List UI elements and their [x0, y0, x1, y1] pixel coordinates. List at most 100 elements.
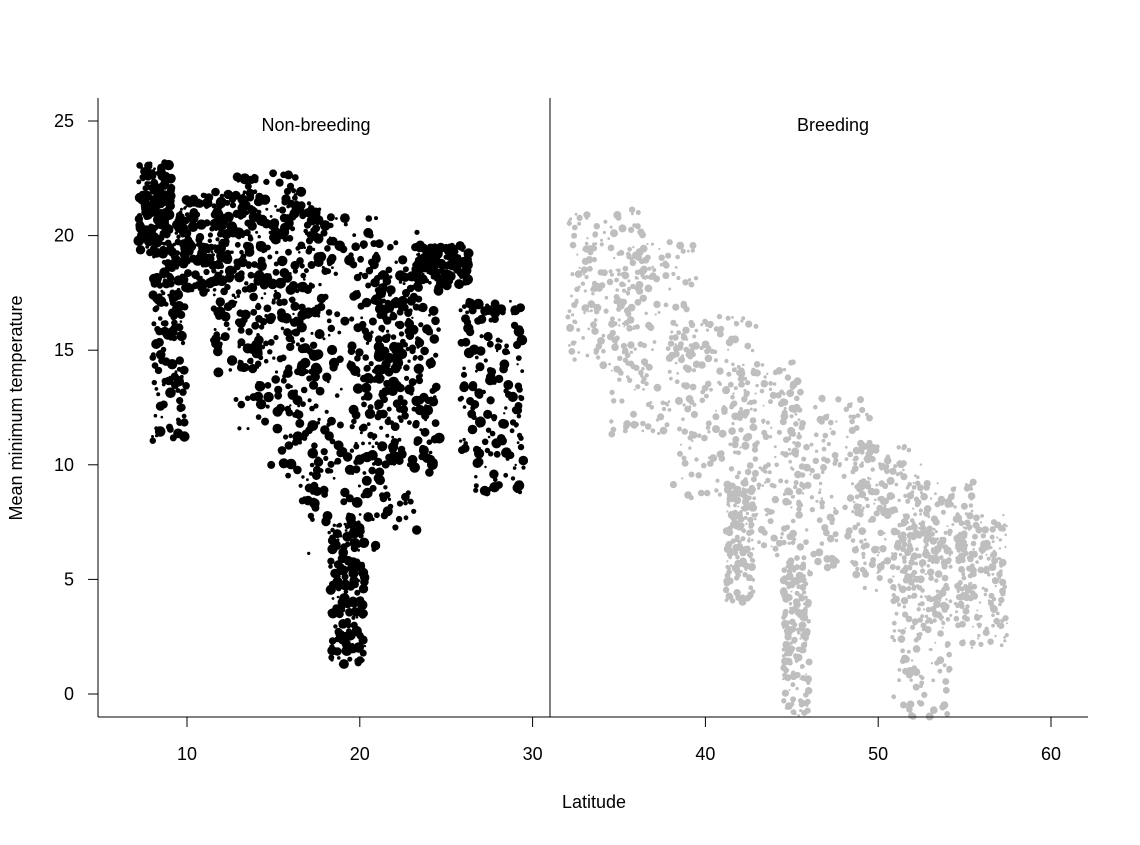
data-point [418, 322, 424, 328]
data-point [617, 272, 621, 277]
data-point [891, 620, 897, 626]
data-point [865, 451, 873, 459]
data-point [644, 311, 648, 316]
data-point [906, 585, 912, 592]
data-point [380, 511, 389, 520]
data-point [793, 712, 797, 716]
data-point [381, 376, 385, 380]
data-point [697, 489, 705, 497]
data-point [632, 246, 635, 249]
data-point [316, 293, 327, 304]
data-point [955, 557, 962, 565]
data-point [244, 247, 255, 257]
data-point [932, 527, 936, 531]
data-point [941, 626, 944, 629]
data-point [1002, 513, 1005, 517]
data-point [902, 569, 907, 574]
data-point [784, 487, 793, 496]
data-point [662, 260, 669, 267]
data-point [969, 639, 976, 647]
data-point [982, 629, 990, 636]
data-point [683, 346, 690, 353]
data-point [991, 613, 995, 617]
data-point [627, 253, 632, 258]
data-point [587, 327, 591, 331]
data-point [167, 426, 174, 433]
data-point [413, 363, 424, 374]
data-point [963, 485, 971, 492]
data-point [977, 633, 981, 638]
data-point [258, 355, 264, 361]
data-point [397, 348, 408, 360]
data-point [395, 515, 403, 523]
data-point [641, 267, 646, 271]
data-point [317, 207, 322, 212]
data-point [485, 303, 490, 308]
data-point [712, 425, 720, 434]
data-point [733, 566, 738, 571]
data-point [742, 494, 750, 502]
data-point [753, 369, 761, 377]
data-point [626, 316, 635, 324]
data-point [937, 495, 946, 504]
data-point [907, 539, 912, 543]
data-point [615, 342, 618, 345]
data-point [823, 563, 832, 572]
data-point [477, 416, 484, 424]
data-point [975, 560, 979, 564]
data-point [794, 395, 800, 402]
data-point [454, 266, 461, 273]
data-point [244, 182, 252, 190]
data-point [820, 497, 824, 500]
data-point [325, 309, 333, 316]
data-point [786, 584, 790, 587]
data-point [729, 564, 733, 567]
data-point [180, 433, 184, 437]
data-point [295, 317, 304, 326]
data-point [799, 637, 802, 640]
data-point [614, 335, 620, 341]
data-point [300, 272, 307, 279]
data-point [790, 701, 795, 707]
data-point [1004, 533, 1007, 537]
data-point [876, 554, 880, 557]
data-point [688, 405, 692, 408]
data-point [897, 498, 901, 503]
data-point [925, 606, 932, 613]
data-point [919, 512, 922, 516]
data-point [650, 428, 656, 434]
data-point [804, 702, 808, 707]
data-point [239, 197, 248, 206]
data-point [328, 468, 334, 474]
data-point [792, 598, 801, 606]
data-point [643, 361, 649, 367]
data-point [937, 630, 944, 637]
data-point [731, 421, 734, 424]
data-point [924, 573, 927, 576]
data-point [786, 704, 791, 708]
data-point [355, 597, 360, 602]
data-point [642, 388, 645, 391]
data-point [362, 471, 367, 475]
data-point [736, 561, 740, 565]
data-point [897, 635, 906, 643]
data-point [914, 502, 921, 508]
data-point [728, 427, 736, 435]
data-point [236, 179, 241, 183]
data-point [954, 582, 961, 590]
data-point [692, 244, 695, 248]
data-point [484, 465, 487, 469]
data-point [997, 524, 1005, 532]
data-point [722, 386, 731, 395]
data-point [239, 255, 246, 262]
data-point [616, 268, 621, 273]
data-point [419, 444, 427, 452]
data-point [277, 312, 288, 323]
data-point [291, 202, 302, 213]
data-point [404, 375, 410, 381]
data-point [387, 292, 392, 297]
data-point [149, 172, 157, 180]
data-point [163, 209, 175, 221]
data-point [319, 485, 329, 495]
data-point [403, 364, 410, 372]
